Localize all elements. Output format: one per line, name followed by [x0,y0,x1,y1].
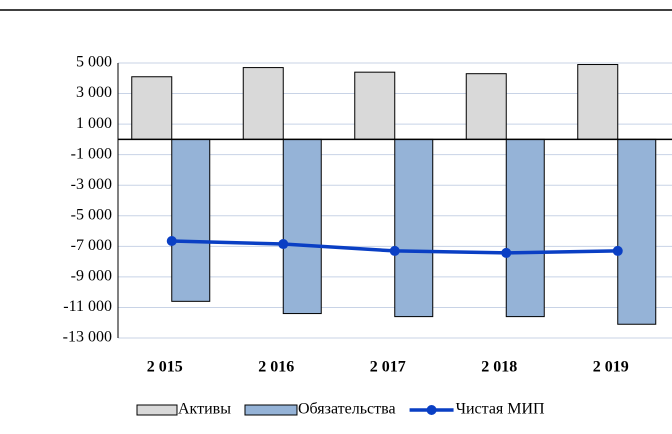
line-marker [166,235,177,246]
x-tick-label: 2 017 [370,359,406,376]
y-tick-label: -3 000 [71,176,112,193]
bar [354,71,396,140]
y-tick-label: -7 000 [71,237,112,254]
line-marker [612,245,623,256]
legend-swatch [136,404,178,416]
line-marker [278,239,289,250]
legend-swatch [426,405,437,415]
x-tick-label: 2 018 [481,359,517,376]
line-marker [501,247,512,258]
y-tick-label: 5 000 [76,54,112,71]
legend-label: Активы [178,401,231,418]
line-marker [389,245,400,256]
bar [617,138,657,325]
legend-label: Обязательства [298,401,396,418]
x-tick-label: 2 016 [258,359,294,376]
legend-swatch [244,404,298,416]
bar [171,138,211,302]
bar [394,138,434,318]
bar [465,73,507,140]
y-tick-label: -13 000 [63,329,112,346]
y-tick-label: 1 000 [76,115,112,132]
y-tick-label: -9 000 [71,268,112,285]
bar [131,76,173,140]
bar [577,64,619,140]
bar [505,138,545,318]
y-tick-label: -1 000 [71,145,112,162]
bar [242,67,284,140]
legend-label: Чистая МИП [456,401,545,418]
x-tick-label: 2 019 [593,359,629,376]
y-tick-label: -5 000 [71,206,112,223]
x-tick-label: 2 015 [147,359,183,376]
y-tick-label: 3 000 [76,84,112,101]
y-tick-label: -11 000 [63,298,112,315]
bar [282,138,322,315]
